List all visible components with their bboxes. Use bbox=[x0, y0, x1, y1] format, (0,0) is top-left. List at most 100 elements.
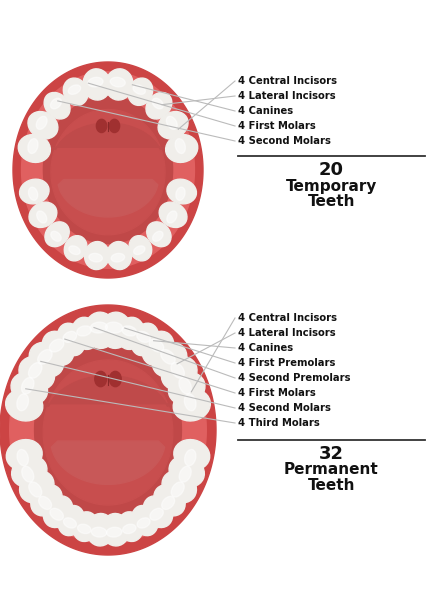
Ellipse shape bbox=[20, 179, 49, 204]
Text: 4 Second Premolars: 4 Second Premolars bbox=[237, 373, 350, 383]
Ellipse shape bbox=[6, 440, 42, 470]
Ellipse shape bbox=[68, 85, 80, 94]
Ellipse shape bbox=[6, 389, 43, 421]
Polygon shape bbox=[38, 376, 178, 406]
Ellipse shape bbox=[72, 512, 98, 541]
Ellipse shape bbox=[36, 211, 47, 223]
Ellipse shape bbox=[117, 317, 144, 349]
Ellipse shape bbox=[171, 482, 184, 497]
Ellipse shape bbox=[106, 527, 122, 537]
Ellipse shape bbox=[77, 326, 91, 336]
Ellipse shape bbox=[142, 331, 174, 365]
Ellipse shape bbox=[167, 211, 177, 223]
Ellipse shape bbox=[50, 98, 61, 109]
Ellipse shape bbox=[129, 79, 151, 104]
Ellipse shape bbox=[31, 344, 62, 375]
Ellipse shape bbox=[158, 112, 187, 139]
Ellipse shape bbox=[152, 98, 163, 109]
Text: 4 Second Molars: 4 Second Molars bbox=[237, 136, 330, 146]
Ellipse shape bbox=[122, 326, 136, 336]
Polygon shape bbox=[0, 305, 216, 555]
Text: 4 First Premolars: 4 First Premolars bbox=[237, 358, 335, 368]
Text: 4 Second Molars: 4 Second Molars bbox=[237, 403, 330, 413]
Ellipse shape bbox=[88, 77, 103, 87]
Ellipse shape bbox=[13, 374, 46, 403]
Ellipse shape bbox=[21, 358, 53, 388]
Ellipse shape bbox=[64, 236, 87, 261]
Ellipse shape bbox=[161, 470, 196, 503]
Polygon shape bbox=[43, 97, 172, 244]
Polygon shape bbox=[51, 441, 164, 484]
Ellipse shape bbox=[133, 246, 145, 254]
Ellipse shape bbox=[150, 508, 163, 520]
Ellipse shape bbox=[105, 322, 122, 333]
Text: 4 First Molars: 4 First Molars bbox=[237, 388, 315, 398]
Ellipse shape bbox=[72, 317, 99, 349]
Ellipse shape bbox=[28, 187, 38, 200]
Ellipse shape bbox=[17, 449, 28, 466]
Ellipse shape bbox=[19, 356, 54, 390]
Ellipse shape bbox=[129, 236, 151, 261]
Ellipse shape bbox=[22, 466, 34, 482]
Ellipse shape bbox=[84, 242, 109, 269]
Ellipse shape bbox=[89, 253, 102, 262]
Ellipse shape bbox=[179, 466, 191, 482]
Ellipse shape bbox=[171, 362, 184, 378]
Ellipse shape bbox=[159, 202, 187, 227]
Ellipse shape bbox=[45, 222, 69, 247]
Ellipse shape bbox=[174, 391, 208, 419]
Polygon shape bbox=[10, 316, 206, 544]
Ellipse shape bbox=[161, 496, 174, 509]
Ellipse shape bbox=[44, 92, 70, 119]
Polygon shape bbox=[43, 360, 172, 505]
Ellipse shape bbox=[39, 496, 52, 509]
Ellipse shape bbox=[169, 456, 204, 487]
Text: 20: 20 bbox=[318, 161, 343, 179]
Ellipse shape bbox=[90, 322, 107, 333]
Ellipse shape bbox=[84, 70, 109, 98]
Ellipse shape bbox=[28, 362, 42, 378]
Text: 4 Central Incisors: 4 Central Incisors bbox=[237, 313, 336, 323]
Ellipse shape bbox=[166, 116, 177, 130]
Ellipse shape bbox=[29, 202, 57, 227]
Ellipse shape bbox=[170, 374, 203, 403]
Ellipse shape bbox=[101, 314, 129, 347]
Ellipse shape bbox=[28, 112, 58, 139]
Polygon shape bbox=[46, 123, 169, 149]
Ellipse shape bbox=[149, 339, 163, 352]
Ellipse shape bbox=[132, 505, 158, 536]
Ellipse shape bbox=[184, 449, 195, 466]
Ellipse shape bbox=[28, 139, 38, 154]
Ellipse shape bbox=[161, 356, 197, 390]
Text: Permanent: Permanent bbox=[283, 463, 378, 478]
Ellipse shape bbox=[73, 319, 98, 348]
Ellipse shape bbox=[163, 358, 195, 388]
Ellipse shape bbox=[64, 79, 86, 104]
Polygon shape bbox=[51, 110, 164, 235]
Polygon shape bbox=[58, 179, 158, 217]
Ellipse shape bbox=[131, 323, 158, 356]
Ellipse shape bbox=[152, 231, 163, 241]
Ellipse shape bbox=[111, 253, 124, 262]
Ellipse shape bbox=[38, 350, 52, 364]
Ellipse shape bbox=[11, 372, 47, 405]
Ellipse shape bbox=[110, 77, 125, 87]
Ellipse shape bbox=[57, 323, 85, 356]
Ellipse shape bbox=[106, 242, 131, 269]
Ellipse shape bbox=[137, 518, 150, 528]
Ellipse shape bbox=[58, 505, 84, 536]
Ellipse shape bbox=[106, 70, 131, 98]
Ellipse shape bbox=[63, 331, 76, 343]
Ellipse shape bbox=[46, 94, 69, 118]
Ellipse shape bbox=[29, 343, 64, 377]
Ellipse shape bbox=[20, 470, 54, 503]
Text: 4 Lateral Incisors: 4 Lateral Incisors bbox=[237, 328, 335, 338]
Ellipse shape bbox=[77, 524, 91, 533]
Ellipse shape bbox=[152, 343, 186, 377]
Ellipse shape bbox=[128, 78, 152, 106]
Ellipse shape bbox=[44, 333, 72, 364]
Ellipse shape bbox=[173, 389, 210, 421]
Ellipse shape bbox=[143, 496, 172, 527]
Ellipse shape bbox=[118, 319, 142, 348]
Polygon shape bbox=[34, 345, 181, 515]
